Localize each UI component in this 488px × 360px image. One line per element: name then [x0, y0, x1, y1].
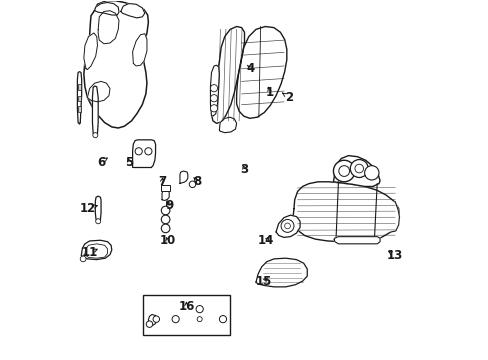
Circle shape — [338, 166, 349, 176]
Polygon shape — [293, 182, 399, 242]
Circle shape — [219, 316, 226, 323]
Polygon shape — [333, 237, 379, 244]
Polygon shape — [148, 315, 156, 325]
Text: 7: 7 — [158, 175, 166, 188]
Circle shape — [161, 215, 169, 224]
Bar — [143, 295, 230, 335]
Circle shape — [349, 159, 367, 177]
Circle shape — [135, 148, 142, 155]
Polygon shape — [219, 117, 236, 133]
Text: 5: 5 — [124, 156, 133, 168]
Circle shape — [210, 95, 217, 102]
Polygon shape — [98, 11, 119, 44]
Polygon shape — [83, 33, 97, 69]
Circle shape — [364, 166, 378, 180]
Polygon shape — [255, 258, 306, 287]
Circle shape — [161, 224, 169, 233]
Circle shape — [196, 306, 203, 313]
Circle shape — [197, 317, 202, 321]
Polygon shape — [77, 72, 81, 124]
Circle shape — [96, 219, 101, 224]
Polygon shape — [276, 215, 300, 237]
Text: 15: 15 — [256, 275, 272, 288]
Circle shape — [189, 181, 195, 188]
Bar — [161, 185, 169, 191]
Text: 2: 2 — [285, 91, 293, 104]
Text: 6: 6 — [97, 156, 105, 168]
Text: 8: 8 — [193, 175, 201, 188]
Circle shape — [144, 148, 152, 155]
Polygon shape — [94, 3, 119, 15]
Text: 1: 1 — [265, 86, 273, 99]
Text: 3: 3 — [240, 163, 248, 176]
Text: 10: 10 — [159, 234, 175, 247]
Circle shape — [80, 256, 86, 262]
Circle shape — [354, 164, 363, 173]
Circle shape — [210, 85, 217, 92]
Polygon shape — [390, 202, 399, 232]
Polygon shape — [333, 156, 379, 186]
Circle shape — [146, 321, 152, 327]
Polygon shape — [92, 86, 98, 135]
Polygon shape — [236, 27, 286, 118]
Bar — [78, 84, 81, 90]
Text: 12: 12 — [79, 202, 95, 215]
Text: 16: 16 — [178, 300, 194, 313]
Polygon shape — [83, 1, 148, 128]
Circle shape — [333, 160, 354, 182]
Polygon shape — [95, 196, 101, 221]
Polygon shape — [132, 34, 147, 66]
Text: 4: 4 — [246, 62, 255, 75]
Polygon shape — [180, 171, 187, 184]
Polygon shape — [132, 140, 155, 167]
Circle shape — [281, 220, 293, 232]
Circle shape — [161, 206, 169, 215]
Text: 11: 11 — [81, 246, 98, 259]
Polygon shape — [81, 240, 112, 260]
Text: 13: 13 — [386, 249, 403, 262]
Polygon shape — [211, 27, 244, 123]
Circle shape — [284, 223, 290, 229]
Text: 14: 14 — [257, 234, 274, 247]
Polygon shape — [210, 65, 219, 116]
Bar — [78, 96, 81, 101]
Circle shape — [153, 316, 159, 322]
Polygon shape — [162, 190, 169, 201]
Polygon shape — [121, 4, 144, 18]
Bar — [78, 107, 81, 112]
Circle shape — [93, 133, 98, 138]
Circle shape — [210, 105, 217, 112]
Circle shape — [172, 316, 179, 323]
Polygon shape — [85, 244, 107, 258]
Text: 9: 9 — [165, 199, 173, 212]
Polygon shape — [87, 81, 110, 102]
